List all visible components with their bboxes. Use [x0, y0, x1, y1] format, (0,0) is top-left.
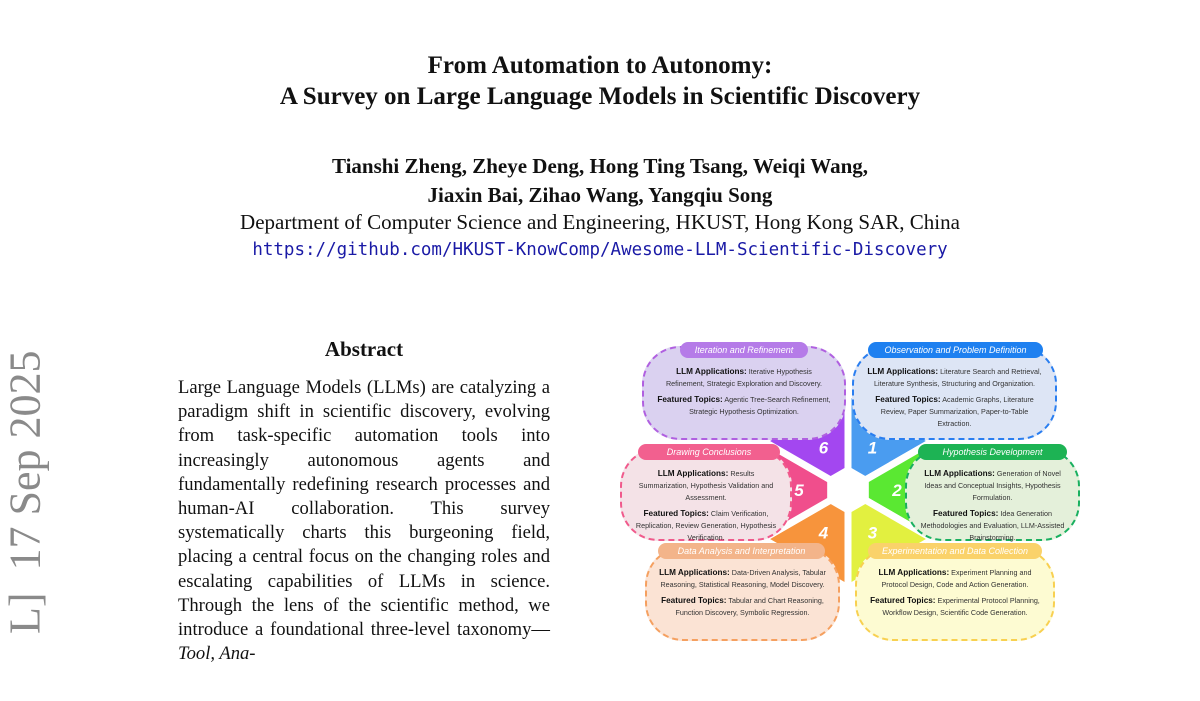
authors-line-1: Tianshi Zheng, Zheye Deng, Hong Ting Tsa… [331, 154, 869, 178]
stage-number-3: 3 [868, 523, 878, 542]
featured-topics: Featured Topics: Tabular and Chart Reaso… [659, 595, 826, 619]
abstract-body: Large Language Models (LLMs) are catalyz… [178, 377, 550, 641]
apps-label: LLM Applications: [878, 568, 950, 577]
stage-number-2: 2 [891, 481, 902, 500]
llm-applications: LLM Applications: Literature Search and … [866, 366, 1043, 390]
stage-number-5: 5 [794, 481, 804, 500]
topics-text: Tabular and Chart Reasoning, Function Di… [675, 596, 824, 617]
authors-line-2: Jiaxin Bai, Zihao Wang, Yangqiu Song [427, 183, 773, 207]
affiliation: Department of Computer Science and Engin… [240, 210, 960, 234]
apps-text: Experiment Planning and Protocol Design,… [881, 568, 1032, 589]
llm-applications: LLM Applications: Results Summarization,… [634, 468, 778, 504]
topics-text: Idea Generation Methodologies and Evalua… [920, 509, 1065, 542]
stage-number-4: 4 [818, 523, 829, 542]
apps-text: Results Summarization, Hypothesis Valida… [638, 469, 774, 502]
llm-applications: LLM Applications: Iterative Hypothesis R… [656, 366, 832, 390]
topics-text: Agentic Tree-Search Refinement, Strategi… [689, 395, 831, 416]
topics-label: Featured Topics: [933, 509, 999, 518]
title-line-2: A Survey on Large Language Models in Sci… [279, 83, 921, 110]
apps-label: LLM Applications: [659, 568, 730, 577]
topics-label: Featured Topics: [870, 596, 936, 605]
apps-text: Iterative Hypothesis Refinement, Strateg… [665, 367, 823, 388]
llm-applications: LLM Applications: Experiment Planning an… [869, 567, 1041, 591]
abstract-heading: Abstract [324, 337, 404, 361]
apps-label: LLM Applications: [867, 367, 939, 376]
stage-card-1: LLM Applications: Literature Search and … [852, 346, 1057, 440]
github-link[interactable]: https://github.com/HKUST-KnowComp/Awesom… [252, 240, 948, 260]
stage-title-6: Iteration and Refinement [680, 342, 808, 358]
topics-label: Featured Topics: [643, 509, 709, 518]
apps-label: LLM Applications: [924, 469, 995, 478]
apps-text: Data-Driven Analysis, Tabular Reasoning,… [660, 568, 826, 589]
stage-title-2: Hypothesis Development [918, 444, 1067, 460]
apps-text: Literature Search and Retrieval, Literat… [873, 367, 1042, 388]
stage-card-2: LLM Applications: Generation of Novel Id… [905, 448, 1080, 544]
apps-text: Generation of Novel Ideas and Conceptual… [924, 469, 1061, 502]
featured-topics: Featured Topics: Agentic Tree-Search Ref… [656, 394, 832, 418]
topics-label: Featured Topics: [661, 596, 727, 605]
stage-card-5: LLM Applications: Results Summarization,… [620, 448, 792, 544]
title-line-1: From Automation to Autonomy: [427, 52, 773, 79]
topics-label: Featured Topics: [657, 395, 723, 404]
apps-label: LLM Applications: [657, 469, 729, 478]
llm-applications: LLM Applications: Generation of Novel Id… [919, 468, 1066, 504]
authors: Tianshi Zheng, Zheye Deng, Hong Ting Tsa… [0, 152, 1200, 210]
topics-text: Experimental Protocol Planning, Workflow… [882, 596, 1040, 617]
paper-title: From Automation to Autonomy: A Survey on… [0, 50, 1200, 112]
stage-title-5: Drawing Conclusions [638, 444, 780, 460]
topics-text: Academic Graphs, Literature Review, Pape… [880, 395, 1034, 428]
stage-number-6: 6 [819, 439, 829, 458]
stage-number-1: 1 [868, 439, 877, 458]
stage-title-1: Observation and Problem Definition [868, 342, 1043, 358]
apps-label: LLM Applications: [676, 367, 747, 376]
featured-topics: Featured Topics: Academic Graphs, Litera… [866, 394, 1043, 430]
topics-text: Claim Verification, Replication, Review … [635, 509, 777, 542]
featured-topics: Featured Topics: Idea Generation Methodo… [919, 508, 1066, 544]
featured-topics: Featured Topics: Experimental Protocol P… [869, 595, 1041, 619]
stage-title-3: Experimentation and Data Collection [868, 543, 1042, 559]
topics-label: Featured Topics: [875, 395, 941, 404]
stage-card-6: LLM Applications: Iterative Hypothesis R… [642, 346, 846, 440]
stage-card-3: LLM Applications: Experiment Planning an… [855, 547, 1055, 641]
stage-card-4: LLM Applications: Data-Driven Analysis, … [645, 547, 840, 641]
llm-applications: LLM Applications: Data-Driven Analysis, … [659, 567, 826, 591]
featured-topics: Featured Topics: Claim Verification, Rep… [634, 508, 778, 544]
stage-title-4: Data Analysis and Interpretation [658, 543, 825, 559]
